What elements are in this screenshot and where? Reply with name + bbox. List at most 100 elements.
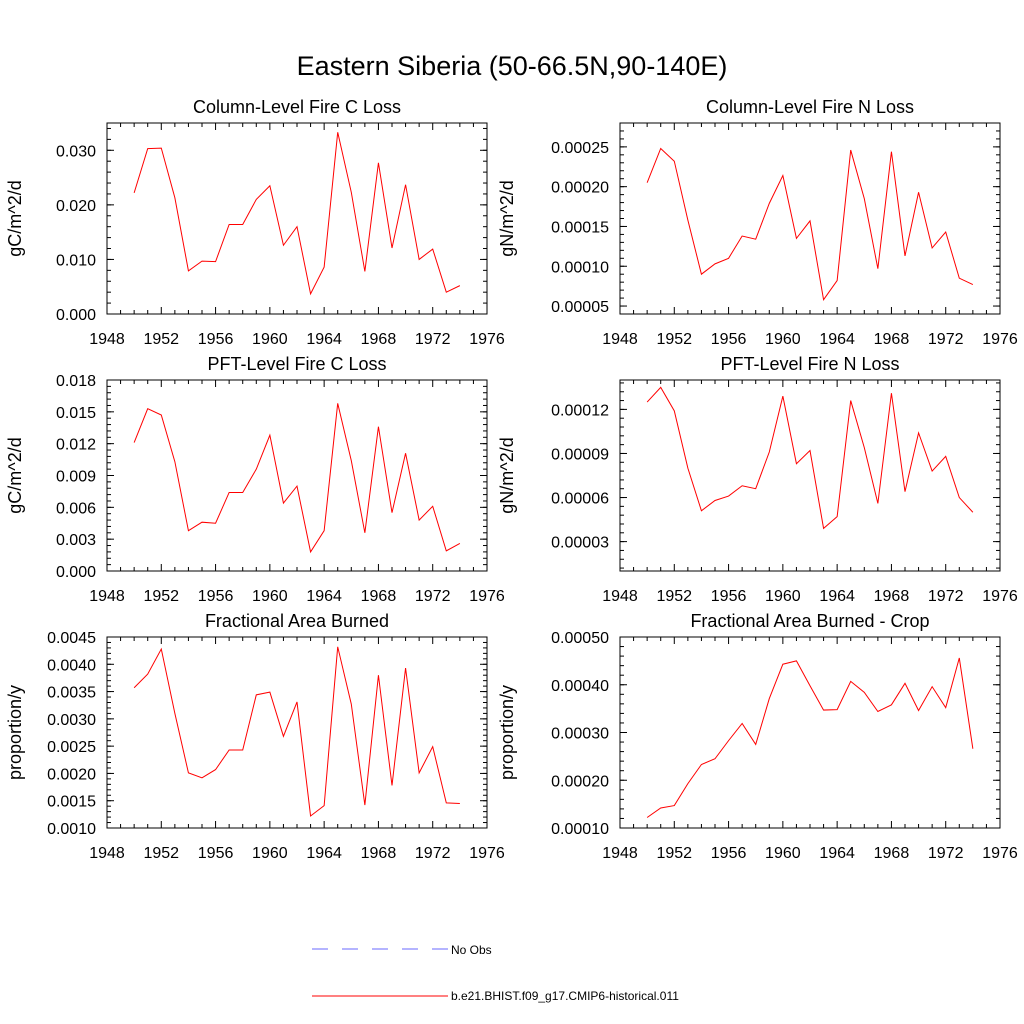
x-tick-label: 1968 bbox=[874, 845, 910, 862]
x-tick-label: 1976 bbox=[982, 588, 1018, 605]
plot-frame bbox=[106, 379, 488, 572]
figure-title: Eastern Siberia (50-66.5N,90-140E) bbox=[297, 51, 728, 81]
chart-panel-5: Fractional Area Burned 1948 1952 1956 1960 19… bbox=[5, 611, 505, 862]
x-tick-label: 1968 bbox=[874, 588, 910, 605]
y-tick-label: 0.0045 bbox=[47, 630, 96, 647]
x-tick-label: 1972 bbox=[415, 331, 451, 348]
y-tick-label: 0.00006 bbox=[551, 491, 609, 508]
y-tick-label: 0.018 bbox=[56, 373, 96, 390]
y-tick-label: 0.00003 bbox=[551, 535, 609, 552]
x-tick-label: 1952 bbox=[143, 845, 179, 862]
y-axis-label: gN/m^2/d bbox=[497, 437, 517, 513]
y-tick-label: 0.00005 bbox=[551, 299, 609, 316]
chart-panel-4: PFT-Level Fire N Loss 1948 1952 1956 1960 196… bbox=[497, 354, 1018, 605]
y-tick-label: 0.010 bbox=[56, 252, 96, 269]
x-tick-label: 1948 bbox=[89, 331, 125, 348]
y-tick-label: 0.00040 bbox=[551, 678, 609, 695]
y-tick-label: 0.012 bbox=[56, 437, 96, 454]
x-tick-label: 1968 bbox=[361, 331, 397, 348]
y-tick-label: 0.000 bbox=[56, 564, 96, 581]
x-tick-label: 1956 bbox=[198, 331, 234, 348]
x-tick-label: 1976 bbox=[982, 331, 1018, 348]
y-tick-label: 0.00010 bbox=[551, 259, 609, 276]
x-tick-label: 1976 bbox=[469, 588, 505, 605]
y-axis-label: proportion/y bbox=[497, 685, 517, 780]
panels: Column-Level Fire C Loss 1948 1952 1956 1960… bbox=[5, 97, 1018, 862]
x-tick-label: 1964 bbox=[819, 588, 855, 605]
x-tick-label: 1960 bbox=[765, 331, 801, 348]
y-tick-label: 0.00050 bbox=[551, 630, 609, 647]
x-tick-label: 1952 bbox=[656, 588, 692, 605]
x-tick-label: 1972 bbox=[415, 588, 451, 605]
x-tick-label: 1972 bbox=[928, 588, 964, 605]
x-tick-label: 1968 bbox=[361, 845, 397, 862]
x-tick-label: 1956 bbox=[711, 331, 747, 348]
y-tick-label: 0.00025 bbox=[551, 140, 609, 157]
y-tick-label: 0.0035 bbox=[47, 685, 96, 702]
y-tick-label: 0.030 bbox=[56, 143, 96, 160]
x-tick-label: 1972 bbox=[928, 845, 964, 862]
plot-frame bbox=[619, 636, 1001, 829]
panel-title: PFT-Level Fire N Loss bbox=[720, 354, 899, 374]
panel-title: PFT-Level Fire C Loss bbox=[207, 354, 386, 374]
y-axis-label: proportion/y bbox=[5, 685, 25, 780]
x-tick-label: 1948 bbox=[89, 845, 125, 862]
chart-panel-6: Fractional Area Burned - Crop 1948 1952 195… bbox=[497, 611, 1018, 862]
x-tick-label: 1976 bbox=[982, 845, 1018, 862]
y-tick-label: 0.0020 bbox=[47, 766, 96, 783]
y-tick-label: 0.020 bbox=[56, 198, 96, 215]
x-tick-label: 1964 bbox=[819, 845, 855, 862]
y-tick-label: 0.000 bbox=[56, 307, 96, 324]
x-tick-label: 1960 bbox=[765, 588, 801, 605]
x-tick-label: 1952 bbox=[143, 331, 179, 348]
y-axis-label: gC/m^2/d bbox=[5, 180, 25, 256]
x-tick-label: 1968 bbox=[874, 331, 910, 348]
x-tick-label: 1948 bbox=[602, 845, 638, 862]
y-tick-label: 0.0010 bbox=[47, 821, 96, 838]
legend: No Obs b.e21.BHIST.f09_g17.CMIP6-histori… bbox=[312, 943, 679, 1003]
plot-frame bbox=[619, 122, 1001, 315]
x-tick-label: 1972 bbox=[928, 331, 964, 348]
x-tick-label: 1948 bbox=[89, 588, 125, 605]
x-tick-label: 1960 bbox=[765, 845, 801, 862]
x-tick-label: 1960 bbox=[252, 845, 288, 862]
y-tick-label: 0.0030 bbox=[47, 712, 96, 729]
y-tick-label: 0.00015 bbox=[551, 219, 609, 236]
x-tick-label: 1956 bbox=[198, 588, 234, 605]
x-tick-label: 1952 bbox=[656, 845, 692, 862]
chart-panel-3: PFT-Level Fire C Loss 1948 1952 1956 1960 196… bbox=[5, 354, 505, 605]
series-line bbox=[133, 646, 460, 817]
x-tick-label: 1960 bbox=[252, 588, 288, 605]
x-tick-label: 1948 bbox=[602, 331, 638, 348]
plot-frame bbox=[106, 122, 488, 315]
x-tick-label: 1964 bbox=[306, 588, 342, 605]
legend-model-label: b.e21.BHIST.f09_g17.CMIP6-historical.011 bbox=[451, 989, 679, 1003]
y-tick-label: 0.00009 bbox=[551, 446, 609, 463]
series-line bbox=[646, 147, 974, 301]
y-tick-label: 0.00020 bbox=[551, 773, 609, 790]
x-tick-label: 1976 bbox=[469, 845, 505, 862]
panel-title: Fractional Area Burned - Crop bbox=[690, 611, 929, 631]
y-tick-label: 0.0025 bbox=[47, 739, 96, 756]
series-line bbox=[133, 403, 461, 554]
series-line bbox=[133, 132, 461, 296]
y-tick-label: 0.00010 bbox=[551, 821, 609, 838]
y-tick-label: 0.003 bbox=[56, 532, 96, 549]
y-tick-label: 0.00020 bbox=[551, 180, 609, 197]
x-tick-label: 1968 bbox=[361, 588, 397, 605]
x-tick-label: 1952 bbox=[656, 331, 692, 348]
panel-title: Column-Level Fire N Loss bbox=[706, 97, 914, 117]
plot-frame bbox=[106, 636, 488, 829]
x-tick-label: 1956 bbox=[198, 845, 234, 862]
y-axis-label: gN/m^2/d bbox=[497, 180, 517, 256]
y-tick-label: 0.0040 bbox=[47, 657, 96, 674]
x-tick-label: 1964 bbox=[306, 845, 342, 862]
chart-panel-2: Column-Level Fire N Loss 1948 1952 1956 1960… bbox=[497, 97, 1018, 348]
plot-frame bbox=[619, 379, 1001, 572]
x-tick-label: 1952 bbox=[143, 588, 179, 605]
chart-panel-1: Column-Level Fire C Loss 1948 1952 1956 1960… bbox=[5, 97, 505, 348]
y-tick-label: 0.006 bbox=[56, 500, 96, 517]
y-tick-label: 0.009 bbox=[56, 469, 96, 486]
x-tick-label: 1956 bbox=[711, 588, 747, 605]
